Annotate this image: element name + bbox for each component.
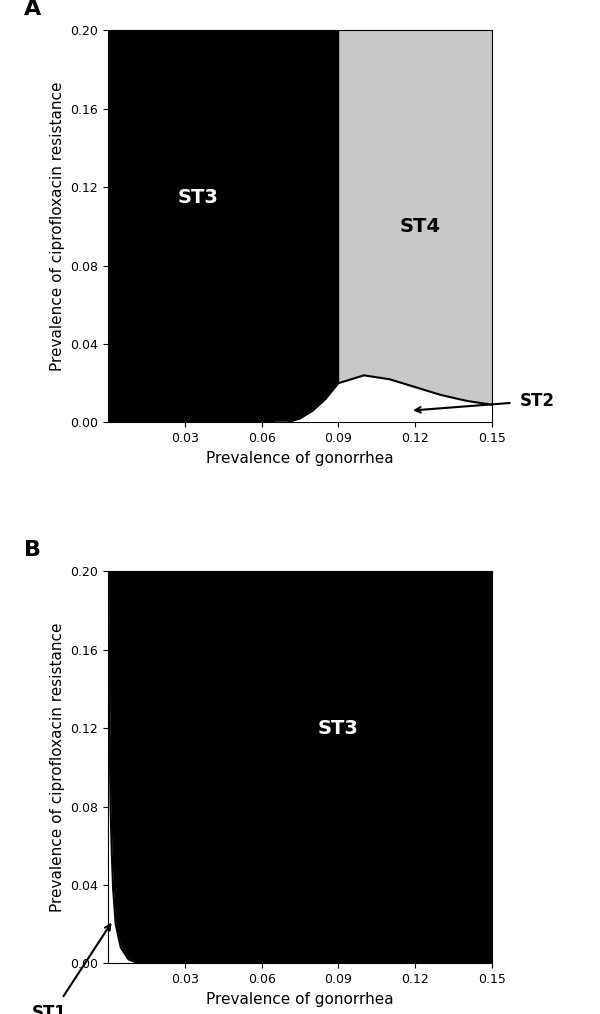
Y-axis label: Prevalence of ciprofloxacin resistance: Prevalence of ciprofloxacin resistance — [50, 623, 65, 912]
Text: A: A — [23, 0, 41, 19]
Polygon shape — [274, 375, 492, 423]
Text: ST2: ST2 — [520, 391, 555, 410]
Polygon shape — [108, 571, 139, 963]
Y-axis label: Prevalence of ciprofloxacin resistance: Prevalence of ciprofloxacin resistance — [50, 82, 65, 371]
Text: ST3: ST3 — [318, 719, 359, 737]
X-axis label: Prevalence of gonorrhea: Prevalence of gonorrhea — [206, 992, 394, 1007]
Text: B: B — [23, 540, 41, 560]
Text: ST1: ST1 — [32, 1005, 67, 1014]
Text: ST3: ST3 — [177, 188, 218, 207]
X-axis label: Prevalence of gonorrhea: Prevalence of gonorrhea — [206, 450, 394, 465]
Text: ST4: ST4 — [400, 217, 441, 236]
